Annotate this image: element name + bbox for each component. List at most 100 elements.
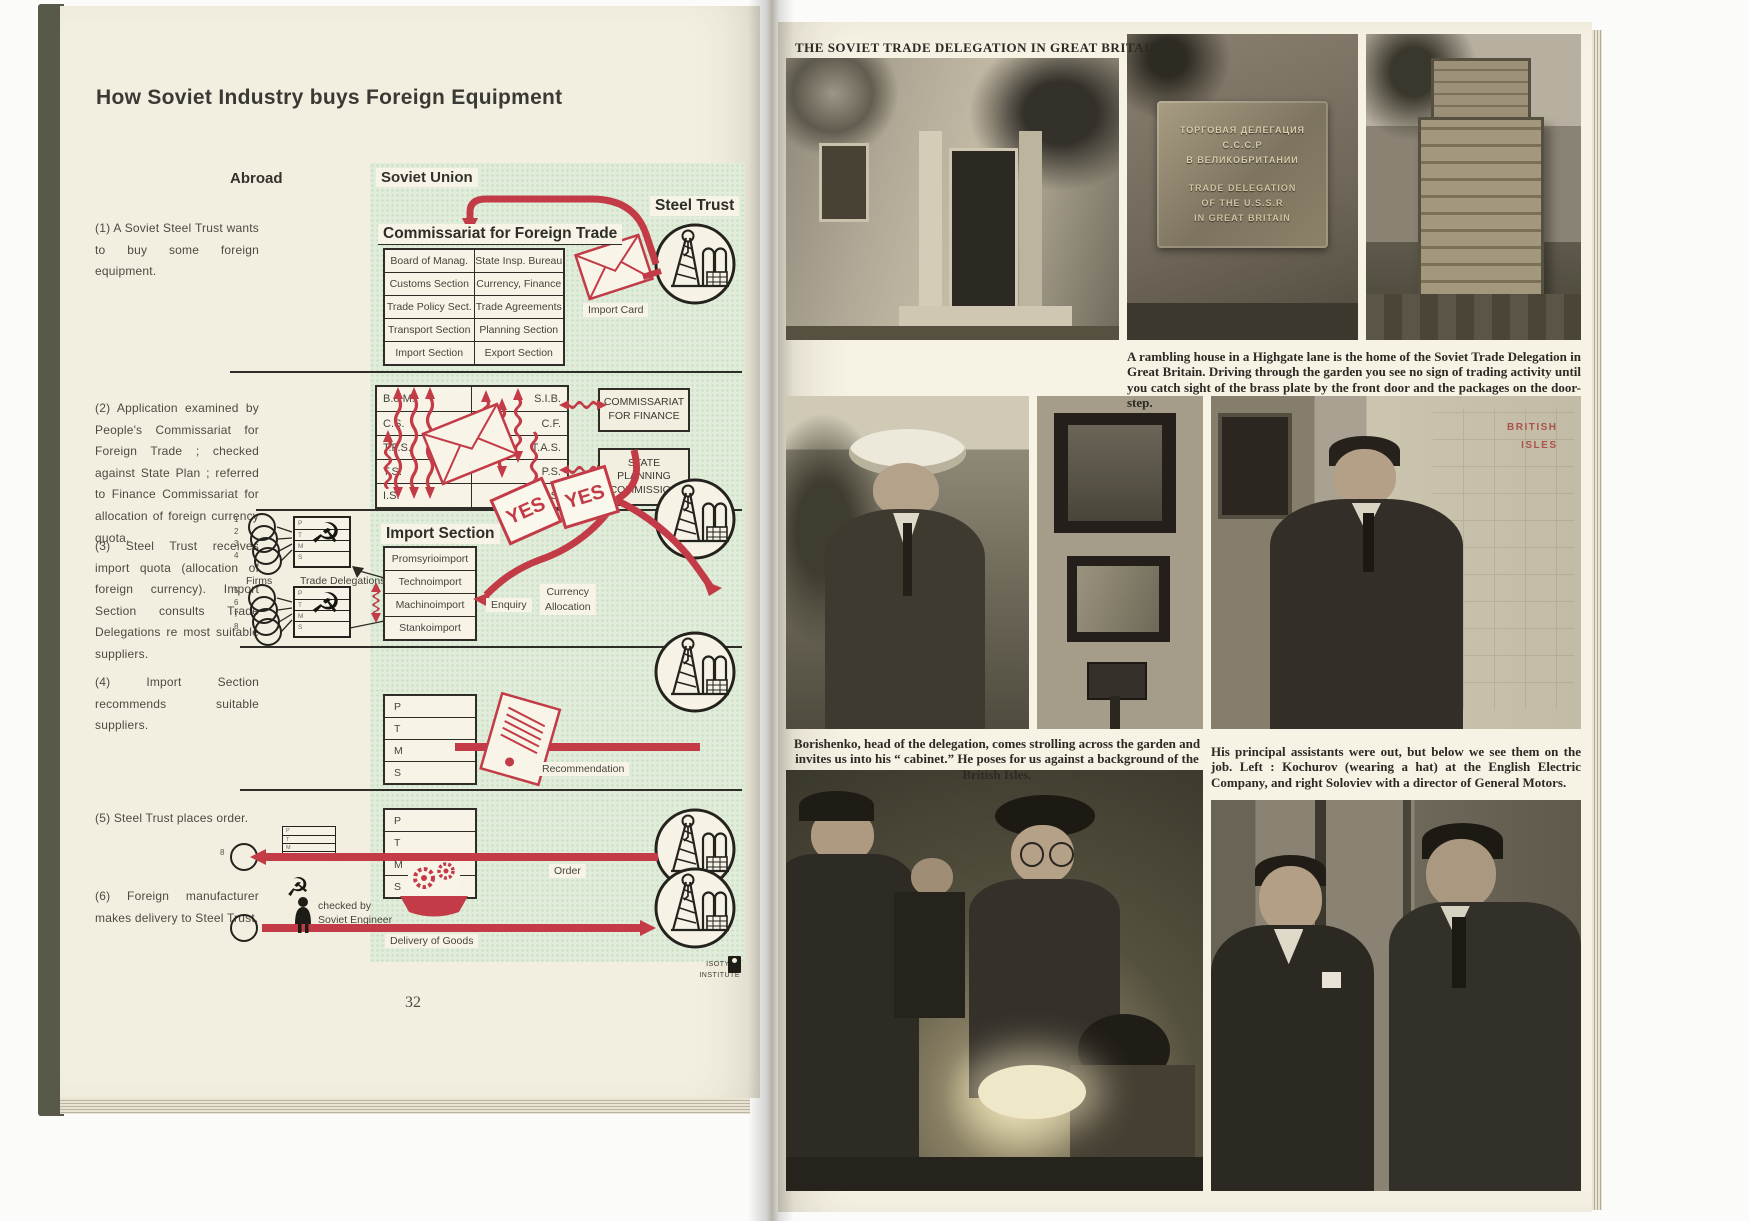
table-row: Transport Section Planning Section — [385, 318, 563, 341]
page-title: How Soviet Industry buys Foreign Equipme… — [96, 86, 563, 109]
ptms-row: T — [385, 831, 475, 853]
delegation-row: T — [295, 599, 349, 610]
trade-delegation-minibox: P T M S — [282, 826, 336, 860]
steel-trust-icon — [653, 630, 737, 714]
order-label: Order — [549, 864, 586, 878]
door-steps — [899, 306, 1073, 326]
import-section-table: Promsyrioimport Technoimport Machinoimpo… — [383, 546, 477, 641]
firm-number: 2 — [234, 527, 239, 536]
tie — [902, 522, 913, 596]
ptms-row: M — [385, 853, 475, 875]
delivery-of-goods-label: Delivery of Goods — [385, 934, 479, 948]
column-header-abroad: Abroad — [230, 170, 283, 187]
import-firm: Technoimport — [385, 570, 475, 593]
column-header-soviet-union: Soviet Union — [376, 168, 478, 187]
isotype-institute-credit: ISOTYPE INSTITUTE — [699, 961, 740, 979]
step-number: (4) — [95, 675, 111, 689]
dept-abbrev: I.S. — [377, 484, 472, 507]
step-3-text: (3) Steel Trust receives import quota (a… — [95, 536, 259, 666]
porch-column — [1019, 131, 1043, 307]
import-firm: Promsyrioimport — [391, 553, 469, 565]
dept-abbrev: C.S. — [377, 412, 472, 435]
caption-top: A rambling house in a Highgate lane is t… — [1127, 349, 1581, 410]
step-6-text: (6) Foreign manufacturer makes delivery … — [95, 886, 259, 929]
table-row: Customs Section Currency, Finance — [385, 272, 563, 295]
ptms-table: P T M S — [383, 808, 477, 899]
firms-label: Firms — [246, 575, 273, 587]
dept-abbrev: T.S. — [377, 460, 472, 483]
hammer-sickle-icon: ☭ — [286, 872, 310, 902]
dept-row: T.P.S. T.A.S. — [377, 435, 567, 459]
trade-delegation-box: P T M S — [293, 586, 351, 638]
sign-post — [1110, 695, 1120, 729]
brass-plate-russian-text: ТОРГОВАЯ ДЕЛЕГАЦИЯ С.С.С.Р В ВЕЛИКОБРИТА… — [1179, 124, 1306, 166]
ptms-row: M — [385, 739, 475, 761]
ptms-row: P — [394, 814, 402, 827]
dept-abbrev: B.o M. — [377, 387, 472, 411]
framed-picture — [1066, 555, 1170, 643]
glasses — [1019, 841, 1045, 867]
house-photo — [786, 58, 1119, 340]
firm-number: 8 — [234, 622, 239, 631]
steel-trust-icon — [653, 477, 737, 561]
firm-number: 5 — [234, 586, 239, 595]
section-divider — [230, 371, 742, 374]
delegation-row: S — [283, 851, 335, 859]
table-cell: Trade Policy Sect. — [386, 301, 472, 313]
firm-number: 7 — [234, 610, 239, 619]
step-number: (1) — [95, 221, 111, 235]
table-row: Trade Policy Sect. Trade Agreements — [385, 295, 563, 318]
pocket-square — [1322, 972, 1341, 988]
enquiry-label: Enquiry — [486, 598, 532, 612]
steel-trust-label: Steel Trust — [650, 196, 740, 216]
suit — [1211, 925, 1374, 1191]
table-cell: Planning Section — [473, 319, 564, 341]
brass-plate-photo: ТОРГОВАЯ ДЕЛЕГАЦИЯ С.С.С.Р В ВЕЛИКОБРИТА… — [1127, 34, 1358, 340]
import-firm: Stankoimport — [385, 616, 475, 639]
page-edges-right — [1592, 30, 1602, 1210]
delegation-row: M — [295, 610, 349, 621]
firm-number: 8 — [220, 848, 225, 857]
crate-large — [1417, 116, 1544, 301]
suit — [1388, 901, 1581, 1191]
section-divider — [240, 646, 742, 649]
step-number: (2) — [95, 401, 111, 415]
machine-bench — [786, 1157, 1203, 1191]
firm-number: 1 — [234, 515, 239, 524]
face — [873, 462, 940, 516]
ptms-row: T — [385, 717, 475, 739]
step-2-text: (2) Application examined by People's Com… — [95, 398, 259, 549]
delegation-row: S — [295, 551, 349, 562]
step-body: Application examined by People's Commiss… — [95, 401, 259, 545]
lamp — [977, 1064, 1087, 1120]
delegation-row: S — [295, 621, 349, 632]
commissariat-for-finance-box: COMMISSARIAT FOR FINANCE — [598, 388, 690, 432]
recommendation-label: Recommendation — [537, 762, 630, 776]
table-cell: Import Section — [395, 347, 464, 359]
workshop-photo — [786, 770, 1203, 1191]
face — [1425, 839, 1496, 910]
step-body: Foreign manufacturer makes delivery to S… — [95, 889, 259, 925]
small-sign — [1086, 662, 1148, 700]
brass-plate-english-text: TRADE DELEGATION OF THE U.S.S.R IN GREAT… — [1188, 182, 1297, 224]
delegation-row: M — [283, 843, 335, 851]
firm-number: 3 — [234, 539, 239, 548]
table-cell: Export Section — [473, 342, 564, 364]
step-body: A Soviet Steel Trust wants to buy some f… — [95, 221, 259, 279]
ptms-table: P T M S — [383, 694, 477, 785]
firm-circle — [230, 914, 258, 942]
step-body: Steel Trust places order. — [113, 811, 249, 825]
table-cell: Customs Section — [389, 278, 469, 290]
table-row: Board of Manag. State Insp. Bureau — [385, 250, 563, 272]
window — [819, 142, 869, 222]
firm-circle — [254, 547, 282, 575]
page-number: 32 — [405, 994, 421, 1011]
step-1-text: (1) A Soviet Steel Trust wants to buy so… — [95, 218, 259, 283]
dept-abbrev: P.S. — [541, 465, 561, 478]
ptms-row: S — [385, 875, 475, 897]
brass-plate: ТОРГОВАЯ ДЕЛЕГАЦИЯ С.С.С.Р В ВЕЛИКОБРИТА… — [1157, 101, 1328, 249]
step-5-text: (5) Steel Trust places order. — [95, 808, 259, 830]
table-cell: Transport Section — [388, 324, 471, 336]
ptms-row: S — [385, 761, 475, 783]
